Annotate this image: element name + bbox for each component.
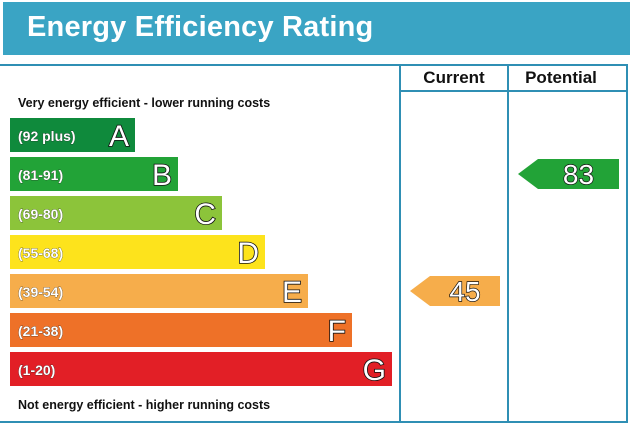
band-c: (69-80) C [10,196,222,232]
band-a-range: (92 plus) [18,128,76,144]
current-marker-value: 45 [449,276,480,307]
band-d: (55-68) D [10,235,265,271]
band-d-range: (55-68) [18,245,63,261]
band-e: (39-54) E [10,274,308,310]
band-g-range: (1-20) [18,362,55,378]
band-a: (92 plus) A [10,118,135,154]
band-c-letter: C [194,198,216,231]
band-f-letter: F [328,315,346,348]
band-a-bar [10,118,135,152]
potential-marker-value: 83 [563,159,594,190]
chart-frame [0,64,628,423]
band-c-range: (69-80) [18,206,63,222]
rating-markers: 45 83 [410,158,619,308]
band-b-range: (81-91) [18,167,63,183]
band-b: (81-91) B [10,157,178,193]
band-e-letter: E [282,276,302,309]
band-g-letter: G [363,354,386,387]
band-d-letter: D [237,237,259,270]
current-rating-marker: 45 [410,275,500,308]
band-e-bar [10,274,308,308]
bottom-scale-label: Not energy efficient - higher running co… [18,398,270,412]
band-b-bar [10,157,178,191]
potential-column-header: Potential [525,68,597,87]
potential-rating-marker: 83 [518,158,619,191]
band-b-letter: B [152,159,172,192]
band-d-bar [10,235,265,269]
current-marker-arrow [410,276,500,306]
chart-title: Energy Efficiency Rating [27,11,374,43]
title-bar: Energy Efficiency Rating [3,2,630,55]
band-g: (1-20) G [10,352,392,388]
band-a-letter: A [109,120,129,153]
band-f-bar [10,313,352,347]
band-g-bar [10,352,392,386]
band-f: (21-38) F [10,313,352,349]
band-e-range: (39-54) [18,284,63,300]
potential-marker-arrow [518,159,619,189]
band-c-bar [10,196,222,230]
band-f-range: (21-38) [18,323,63,339]
current-column-header: Current [423,68,485,87]
top-scale-label: Very energy efficient - lower running co… [18,96,270,110]
rating-bands: (92 plus) A (81-91) B (69-80) C (55-68) D (39-54… [10,118,392,388]
